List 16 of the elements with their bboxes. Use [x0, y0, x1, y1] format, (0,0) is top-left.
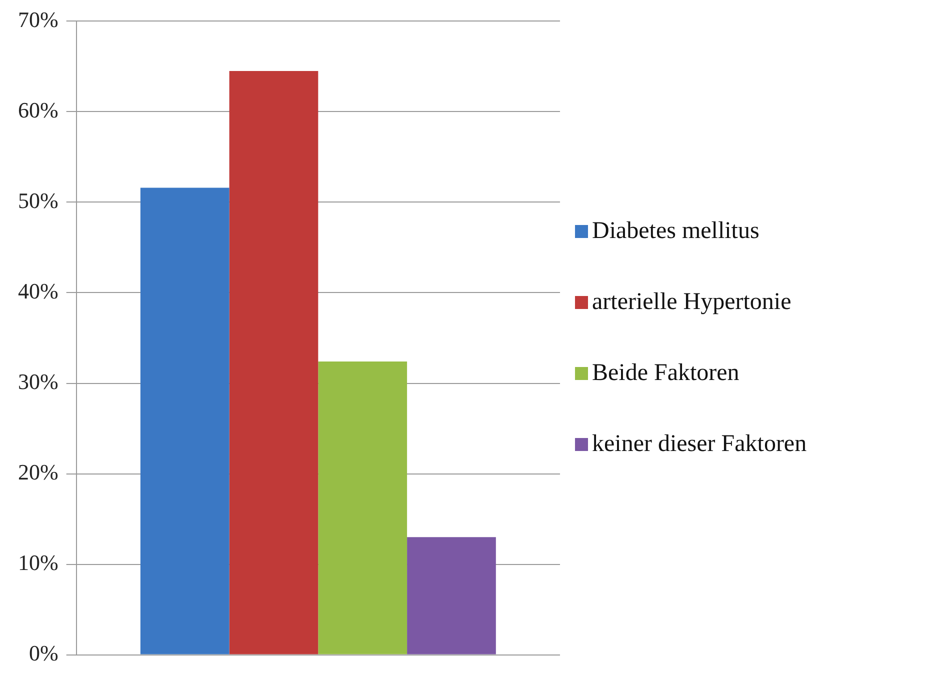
y-tick-label: 70% — [18, 6, 58, 32]
bar — [318, 362, 408, 654]
y-tick-label: 50% — [18, 188, 58, 214]
y-tick-label: 40% — [18, 278, 58, 304]
y-tick-label: 60% — [18, 97, 58, 122]
y-tick-label: 0% — [29, 640, 58, 666]
legend-label: arterielle Hypertonie — [592, 289, 792, 316]
bar — [229, 70, 318, 654]
legend-label: keiner dieser Faktoren — [592, 431, 807, 458]
y-tick-label: 30% — [18, 369, 58, 394]
y-tick-label: 10% — [18, 550, 58, 576]
legend-label: Diabetes mellitus — [592, 218, 760, 245]
bar — [407, 537, 496, 654]
legend-label: Beide Faktoren — [592, 360, 740, 387]
y-tick-label: 20% — [18, 460, 58, 485]
bar — [140, 188, 230, 654]
